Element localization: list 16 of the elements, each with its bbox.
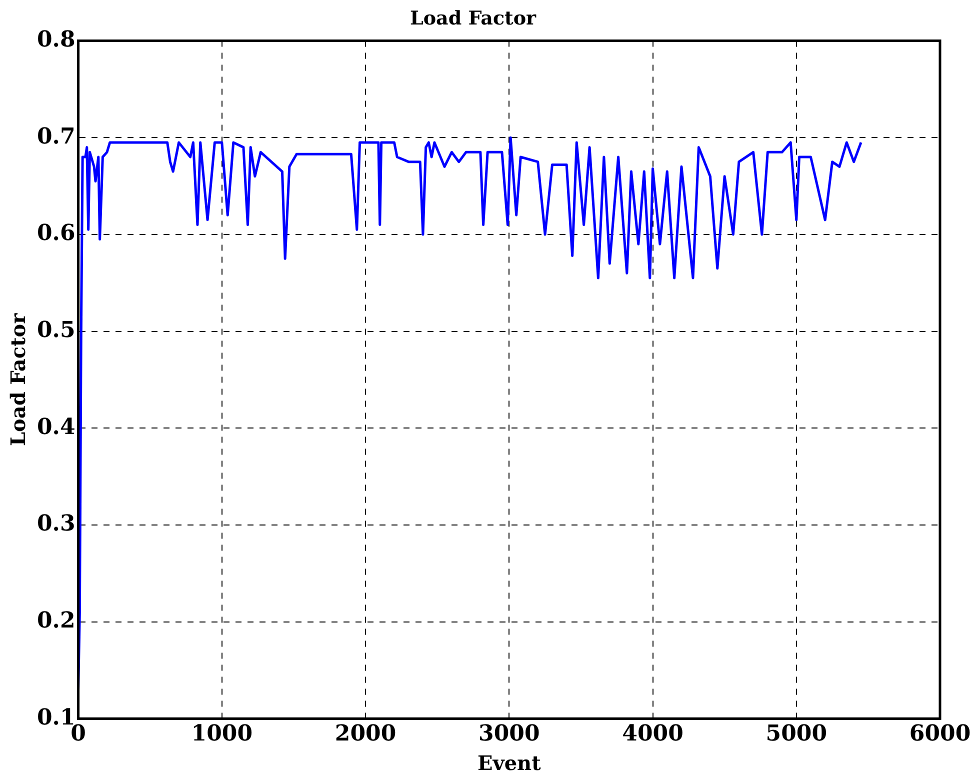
x-tick-label: 2000 bbox=[334, 720, 396, 747]
y-tick-label: 0.3 bbox=[36, 510, 76, 537]
x-tick-label: 3000 bbox=[478, 720, 540, 747]
y-tick-label: 0.4 bbox=[36, 414, 76, 440]
chart-title: Load Factor bbox=[410, 7, 537, 30]
x-axis-title: Event bbox=[477, 751, 542, 776]
x-tick-label: 1000 bbox=[191, 720, 253, 747]
y-tick-label: 0.6 bbox=[36, 220, 76, 246]
y-tick-label: 0.8 bbox=[36, 26, 76, 53]
x-tick-label: 4000 bbox=[622, 720, 684, 747]
y-tick-label: 0.2 bbox=[36, 607, 76, 634]
x-tick-label: 5000 bbox=[766, 720, 827, 747]
y-tick-label: 0.5 bbox=[36, 317, 76, 344]
x-tick-label: 6000 bbox=[909, 720, 971, 747]
y-axis-title: Load Factor bbox=[6, 312, 30, 446]
y-tick-label: 0.7 bbox=[36, 123, 76, 150]
